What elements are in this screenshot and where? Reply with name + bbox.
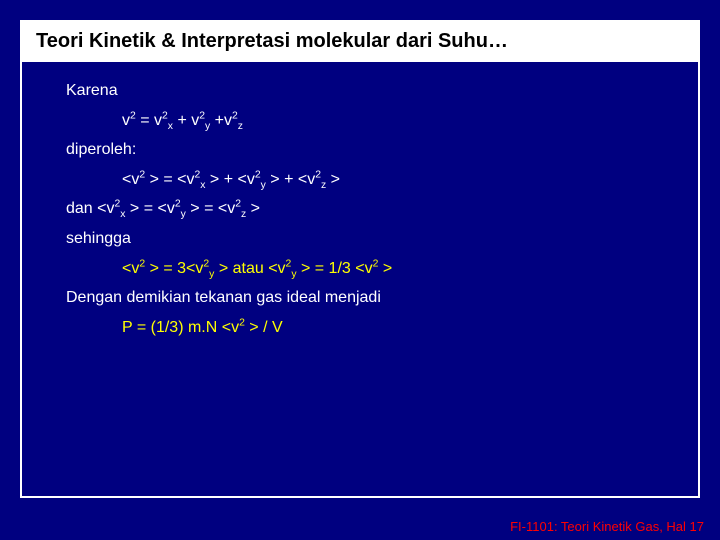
- eq-part: > / V: [245, 319, 283, 336]
- eq-part: <v: [122, 171, 139, 188]
- eq-part: >: [326, 171, 340, 188]
- equation-line: <v2 > = <v2x > + <v2y > + <v2z >: [66, 169, 666, 191]
- eq-part: + v: [173, 112, 199, 129]
- text-line: Dengan demikian tekanan gas ideal menjad…: [66, 287, 666, 309]
- sup: 2: [232, 110, 238, 121]
- sup: 2: [195, 169, 201, 180]
- eq-part: P = (1/3) m.N <v: [122, 319, 239, 336]
- eq-part: > = <v: [145, 171, 194, 188]
- eq-part: = v: [136, 112, 162, 129]
- sub: z: [238, 121, 243, 132]
- sup: 2: [175, 199, 181, 210]
- sup: 2: [199, 110, 205, 121]
- eq-part: > + <v: [266, 171, 315, 188]
- eq-part: <v: [122, 260, 139, 277]
- eq-part: > = <v: [125, 200, 174, 217]
- slide-title: Teori Kinetik & Interpretasi molekular d…: [36, 30, 508, 52]
- equation-line: v2 = v2x + v2y +v2z: [66, 110, 666, 132]
- slide-body: Karena v2 = v2x + v2y +v2z diperoleh: <v…: [22, 62, 698, 354]
- eq-part: > = 3<v: [145, 260, 203, 277]
- sup: 2: [114, 199, 120, 210]
- eq-part: > + <v: [205, 171, 254, 188]
- text-line: diperoleh:: [66, 139, 666, 161]
- eq-part: > = 1/3 <v: [297, 260, 373, 277]
- equation-highlight: P = (1/3) m.N <v2 > / V: [66, 317, 666, 339]
- sup: 2: [255, 169, 261, 180]
- text-line: sehingga: [66, 228, 666, 250]
- eq-part: >: [246, 200, 260, 217]
- equation-line: dan <v2x > = <v2y > = <v2z >: [66, 198, 666, 220]
- slide-footer: FI-1101: Teori Kinetik Gas, Hal 17: [510, 519, 704, 534]
- sup: 2: [203, 258, 209, 269]
- text-line: Karena: [66, 80, 666, 102]
- eq-part: +v: [210, 112, 232, 129]
- eq-part: dan <v: [66, 200, 114, 217]
- title-bar: Teori Kinetik & Interpretasi molekular d…: [22, 22, 698, 62]
- sup: 2: [315, 169, 321, 180]
- slide-frame: Teori Kinetik & Interpretasi molekular d…: [20, 20, 700, 498]
- sup: 2: [162, 110, 168, 121]
- sup: 2: [235, 199, 241, 210]
- eq-part: >: [378, 260, 392, 277]
- equation-highlight: <v2 > = 3<v2y > atau <v2y > = 1/3 <v2 >: [66, 258, 666, 280]
- eq-part: v: [122, 112, 130, 129]
- eq-part: > atau <v: [214, 260, 285, 277]
- eq-part: > = <v: [186, 200, 235, 217]
- sup: 2: [286, 258, 292, 269]
